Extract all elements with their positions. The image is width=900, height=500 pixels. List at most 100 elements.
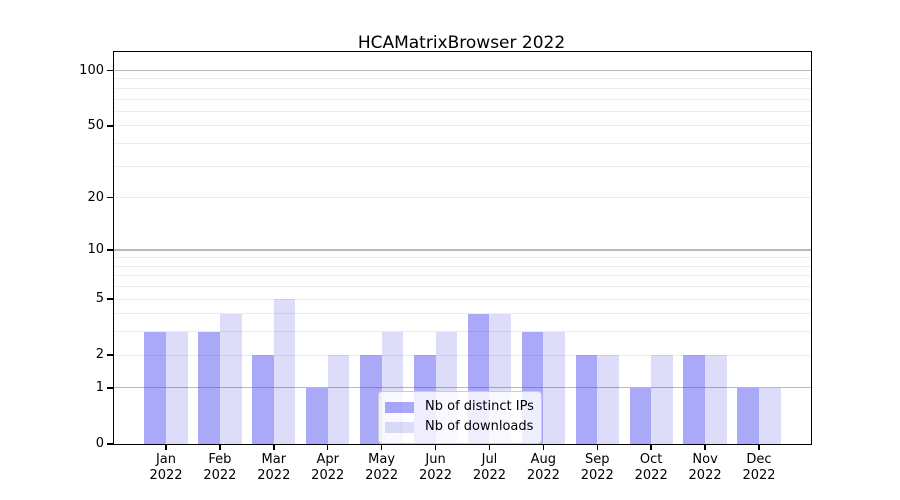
gridline-major-10	[114, 249, 811, 251]
x-tick-label-line: Jul	[481, 452, 498, 467]
x-tick-label-line: Jan	[155, 452, 177, 467]
plot-area: Nb of distinct IPs Nb of downloads 0 1 2 5 1…	[79, 51, 812, 483]
x-tick-may	[380, 444, 383, 450]
gridline-major-100	[114, 69, 811, 72]
y-tick-5	[107, 298, 113, 300]
gridline-minor-8	[114, 265, 811, 267]
y-tick-1	[107, 387, 113, 389]
legend-label-distinct-ips: Nb of distinct IPs	[425, 399, 534, 414]
legend-item-distinct-ips: Nb of distinct IPs	[385, 397, 534, 417]
gridline-minor-7	[114, 275, 811, 277]
bar-downloads-jan	[166, 331, 188, 444]
x-tick-label-dec: Dec 2022	[729, 452, 789, 484]
bar-ips-sep	[575, 355, 598, 444]
legend-label-downloads: Nb of downloads	[425, 419, 534, 434]
bar-downloads-mar	[273, 299, 296, 444]
x-tick-label-aug: Aug 2022	[513, 452, 573, 484]
gridline-minor-2	[114, 354, 811, 356]
chart-title: HCAMatrixBrowser 2022	[357, 33, 566, 53]
bar-ips-oct	[629, 387, 652, 444]
x-tick-label-mar: Mar 2022	[244, 452, 304, 484]
x-tick-label-may: May 2022	[352, 452, 412, 484]
x-tick-label-jan: Jan 2022	[136, 452, 196, 484]
x-tick-label-line: Nov	[692, 452, 718, 467]
y-tick-2	[107, 354, 113, 356]
y-tick-label-10: 10	[87, 241, 104, 257]
x-tick-label-apr: Apr 2022	[298, 452, 358, 484]
gridline-minor-4	[114, 313, 811, 315]
gridline-minor-60	[114, 110, 811, 112]
x-tick-apr	[327, 444, 329, 450]
x-tick-label-feb: Feb 2022	[190, 452, 250, 484]
x-tick-nov	[704, 444, 706, 450]
gridline-minor-80	[114, 87, 811, 89]
x-tick-label-line: 2022	[472, 468, 506, 483]
x-tick-jul	[488, 444, 491, 450]
bar-downloads-aug	[543, 331, 565, 444]
bar-downloads-nov	[705, 355, 727, 444]
x-tick-sep	[596, 444, 598, 450]
x-tick-jan	[165, 444, 167, 450]
x-tick-label-line: 2022	[257, 468, 291, 483]
x-tick-label-line: Apr	[316, 452, 339, 467]
x-tick-label-line: Dec	[746, 452, 772, 467]
y-tick-label-1: 1	[95, 379, 104, 395]
x-tick-feb	[219, 444, 221, 450]
x-tick-label-line: 2022	[149, 468, 183, 483]
x-tick-label-line: 2022	[526, 468, 560, 483]
x-tick-label-line: 2022	[634, 468, 668, 483]
x-tick-oct	[650, 444, 652, 450]
bar-downloads-apr	[327, 355, 350, 444]
bar-ips-feb	[198, 331, 220, 444]
x-tick-dec	[758, 444, 760, 450]
gridline-minor-9	[114, 257, 811, 259]
x-tick-label-line: Feb	[208, 452, 232, 467]
legend-swatch-downloads	[385, 421, 414, 433]
x-tick-mar	[273, 444, 275, 450]
x-tick-label-line: Aug	[530, 452, 557, 467]
y-tick-100	[107, 69, 113, 72]
y-tick-0	[107, 443, 113, 445]
bar-downloads-sep	[597, 355, 619, 444]
gridline-minor-50	[114, 125, 811, 127]
x-tick-label-line: May	[368, 452, 396, 467]
bar-downloads-dec	[758, 387, 781, 444]
x-tick-aug	[542, 444, 545, 450]
bar-downloads-feb	[219, 313, 242, 444]
y-tick-label-50: 50	[87, 117, 104, 133]
x-tick-label-line: 2022	[203, 468, 237, 483]
x-tick-label-line: Oct	[639, 452, 663, 467]
y-tick-label-2: 2	[95, 347, 104, 363]
x-tick-label-line: 2022	[418, 468, 453, 483]
bar-ips-jan	[144, 331, 166, 444]
bar-ips-mar	[252, 355, 274, 444]
x-tick-label-line: 2022	[365, 468, 399, 483]
y-tick-50	[107, 125, 113, 127]
y-tick-label-5: 5	[95, 291, 104, 306]
x-tick-label-line: Sep	[585, 452, 610, 467]
x-tick-label-line: Jun	[425, 452, 446, 467]
bar-ips-nov	[683, 355, 706, 444]
bar-ips-dec	[737, 387, 759, 444]
x-tick-label-line: 2022	[311, 468, 345, 483]
bar-ips-may	[360, 355, 382, 444]
bar-downloads-oct	[651, 355, 673, 444]
y-tick-10	[107, 249, 113, 251]
legend-swatch-distinct-ips	[385, 401, 414, 413]
gridline-minor-70	[114, 98, 811, 100]
gridline-minor-20	[114, 197, 811, 199]
x-tick-label-jul: Jul 2022	[459, 452, 519, 484]
x-tick-jun	[434, 444, 437, 450]
x-tick-label-line: 2022	[742, 468, 776, 483]
gridline-minor-6	[114, 286, 811, 288]
legend: Nb of distinct IPs Nb of downloads	[378, 391, 542, 444]
bar-ips-apr	[306, 387, 328, 444]
x-tick-label-line: 2022	[688, 468, 722, 483]
x-tick-label-sep: Sep 2022	[567, 452, 627, 484]
x-tick-label-oct: Oct 2022	[621, 452, 681, 484]
y-tick-label-0: 0	[95, 436, 104, 451]
gridline-minor-30	[114, 165, 811, 167]
x-tick-label-nov: Nov 2022	[675, 452, 735, 484]
gridline-minor-90	[114, 78, 811, 80]
y-tick-label-20: 20	[87, 189, 104, 205]
